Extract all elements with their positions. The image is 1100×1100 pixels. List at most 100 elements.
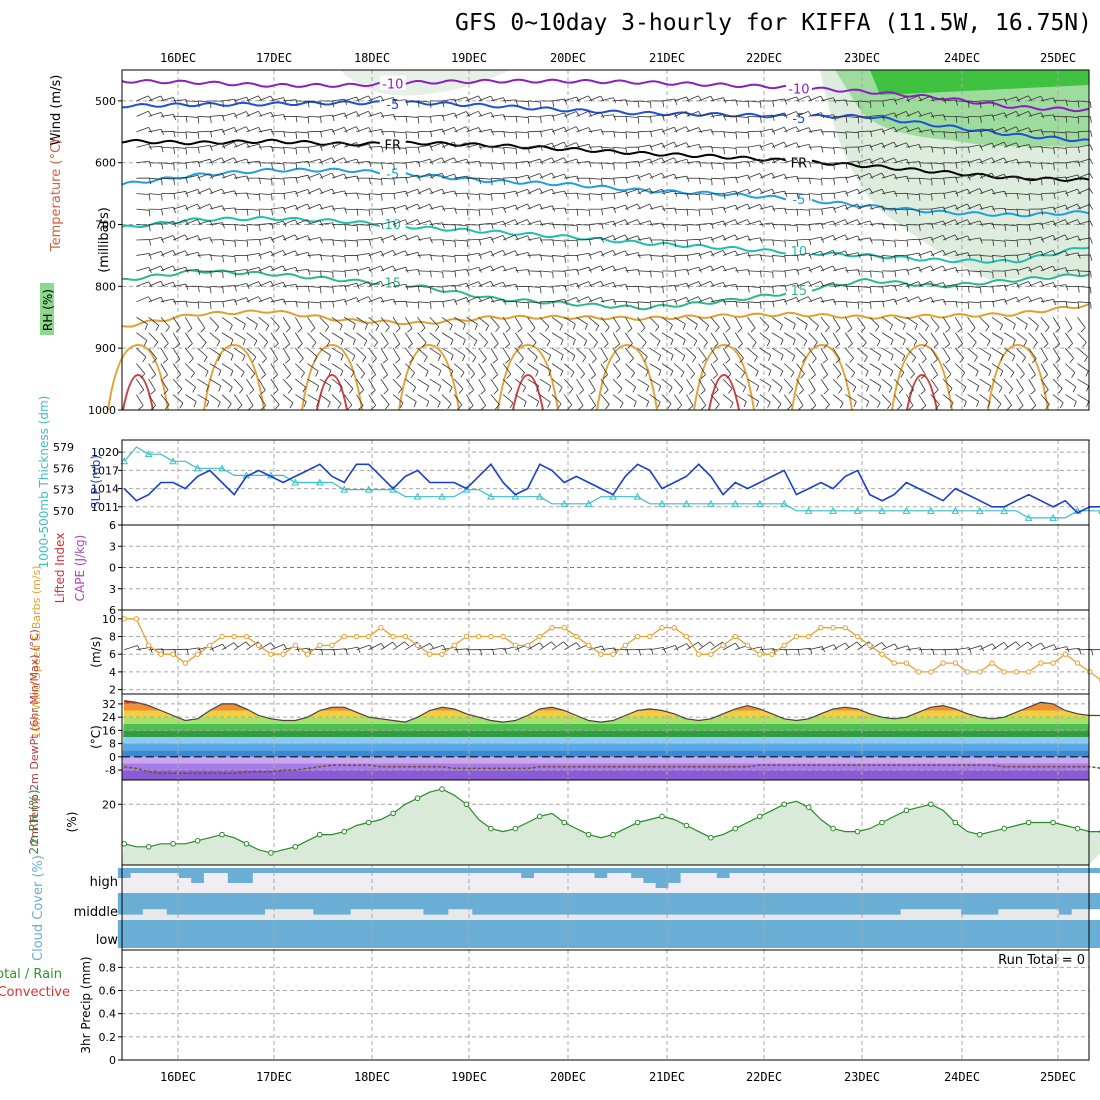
wind-barb [380, 162, 395, 170]
wind-barb [625, 332, 633, 348]
wind-barb [539, 301, 555, 308]
temp-band [122, 756, 1089, 764]
wind-barb [417, 363, 429, 377]
wind-barb [136, 224, 151, 232]
cloud-mid-bar [765, 893, 779, 915]
wind-barb [808, 146, 824, 153]
wind-barb [527, 220, 544, 227]
wind-barb [906, 296, 922, 303]
wind-barb [796, 193, 811, 201]
rh2m-marker [121, 840, 128, 847]
wind-barb [784, 316, 796, 330]
cloud-high-bar [753, 868, 767, 873]
wind-speed-marker [879, 651, 885, 657]
thickness-marker [315, 478, 324, 486]
cloud-mid-bar [240, 893, 253, 915]
wind-barb [722, 378, 733, 394]
cloud-mid-bar [753, 893, 767, 915]
cloud-low-bar [765, 920, 779, 948]
wind-barb [661, 394, 672, 409]
wind-barb [454, 126, 470, 133]
wind-barb [784, 96, 800, 103]
cloud-mid-bar [472, 893, 486, 915]
cloud-high-bar [166, 868, 180, 873]
precip-frame [121, 949, 1090, 1061]
wind-barb [441, 224, 457, 231]
cloud-high-bar [142, 868, 156, 873]
cloud-mid-bar [545, 893, 559, 915]
temp2m-ytick-label: -8 [105, 764, 116, 777]
precip-ytick-label: 0 [109, 1054, 116, 1067]
wind-speed-marker [695, 651, 702, 657]
rh2m-fill [122, 789, 1100, 865]
thickness-marker [853, 506, 862, 514]
wind-barb [392, 347, 401, 364]
cloud-low-bar [826, 920, 840, 948]
wind-speed-marker [830, 624, 836, 631]
wind-barb [185, 131, 200, 139]
wind10m-barb [344, 646, 361, 653]
wind-barb [478, 363, 486, 379]
wind-barb [221, 378, 233, 393]
wind-barb [466, 332, 478, 347]
wind-barb [576, 127, 592, 133]
wind-barb [551, 112, 568, 119]
wind-barb [735, 269, 751, 276]
cloud-high-bar [875, 868, 889, 873]
wind-barb [1077, 378, 1090, 392]
wind-barb [185, 378, 196, 393]
wind-barb [1004, 316, 1016, 330]
wind-barb [747, 254, 763, 261]
wind-barb [673, 363, 685, 378]
wind-barb [1040, 206, 1057, 213]
wind10m-barb [356, 644, 373, 651]
wind10m-barb [295, 647, 312, 655]
wind-speed-marker [952, 660, 959, 666]
cloud-high-bar [178, 868, 192, 878]
wind-barb [857, 158, 874, 165]
wind-barb [502, 204, 519, 211]
wind-barb [686, 378, 694, 395]
cloud-low-bar [900, 920, 913, 948]
wind10m-barb [221, 642, 239, 651]
wind-barb [380, 317, 390, 332]
wind-barb [613, 131, 627, 139]
wind-barb [478, 208, 493, 216]
wind-barb [344, 208, 359, 216]
wind-barb [319, 255, 334, 263]
wind-barb [710, 249, 727, 256]
wind-barb [833, 146, 847, 155]
wind-barb [845, 100, 860, 108]
wind-barb [368, 236, 384, 243]
wind-barb [564, 332, 576, 346]
wind-barb [869, 285, 884, 294]
wind-barb [503, 131, 517, 139]
wind-barb [674, 224, 689, 232]
wind10m-barb [233, 641, 251, 651]
wind-barb [466, 394, 474, 410]
wind-barb [832, 378, 843, 394]
wind-barb [1004, 332, 1016, 346]
wind-barb [246, 252, 262, 260]
wind-barb [674, 192, 689, 200]
cloud-low-bar [838, 920, 852, 948]
cloud-high-bar [374, 868, 388, 873]
wind-barb [307, 285, 322, 294]
wind-barb [1077, 254, 1093, 261]
wind-barb [784, 158, 800, 165]
wind-barb [405, 188, 421, 195]
x-tick-label-top: 21DEC [649, 51, 685, 65]
wind-barb [576, 332, 588, 347]
wind-barb [392, 204, 409, 211]
wind-barb [906, 347, 917, 363]
wind-barb [429, 285, 444, 294]
wind-barb [722, 347, 731, 364]
wind-barb [564, 297, 580, 303]
wind-barb [356, 316, 368, 330]
wind-barb [1065, 332, 1073, 348]
cloud-high-bar [790, 868, 803, 873]
wind-barb [979, 285, 994, 294]
wind-barb [490, 146, 505, 155]
wind-barb [771, 255, 786, 263]
wind-barb [344, 255, 359, 262]
